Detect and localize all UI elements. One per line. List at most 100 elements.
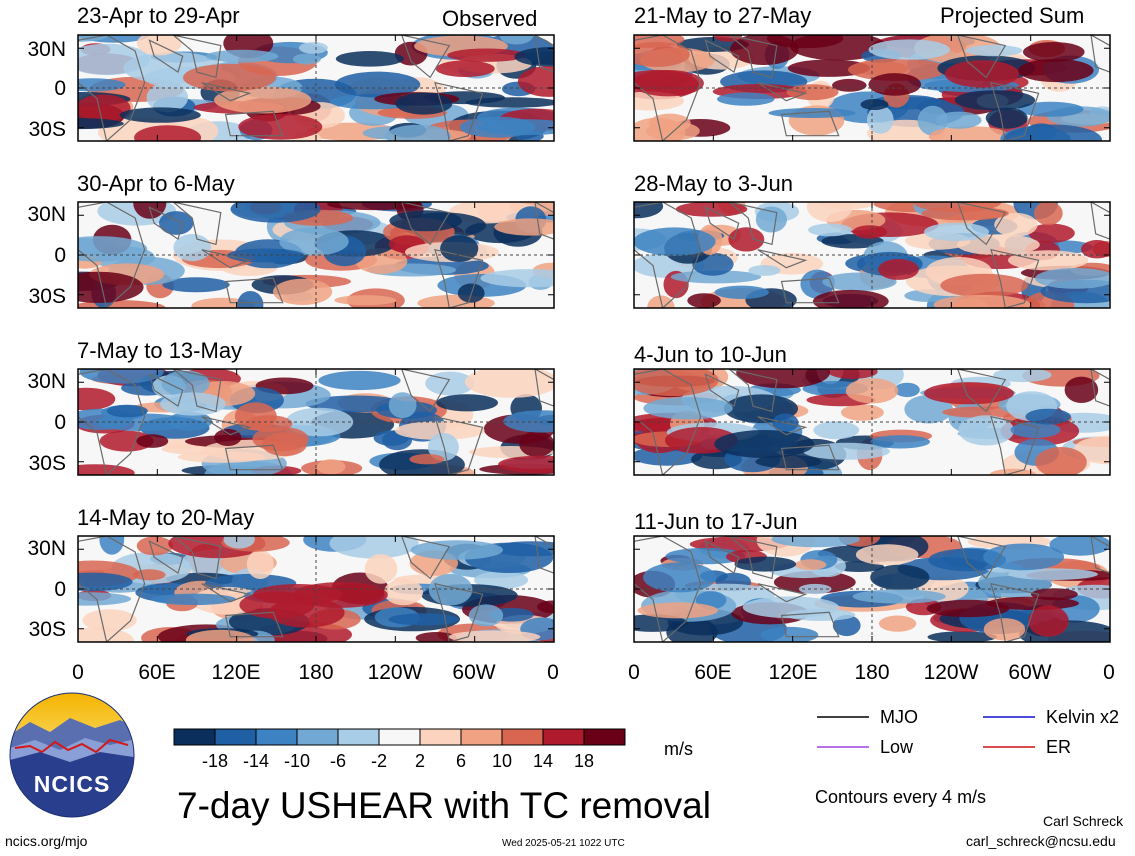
- shear-cell: [480, 269, 554, 288]
- shear-cell: [845, 378, 899, 404]
- shear-cell: [760, 626, 819, 642]
- shear-cell: [643, 562, 717, 593]
- shear-cell: [989, 468, 1037, 475]
- shear-cell: [812, 289, 889, 308]
- shear-cell: [459, 116, 536, 138]
- shear-cell: [794, 559, 827, 571]
- coastline: [172, 536, 222, 580]
- shear-cell: [334, 71, 421, 98]
- shear-cell: [834, 561, 884, 572]
- shear-cell: [519, 431, 554, 457]
- shear-cell: [852, 589, 946, 604]
- coastline: [757, 82, 808, 102]
- coastline: [1090, 35, 1110, 73]
- colorbar-label: -10: [283, 751, 310, 771]
- y-tick-label: 30N: [27, 537, 66, 560]
- colorbar-swatch: [419, 728, 462, 746]
- shear-cell: [428, 573, 473, 606]
- shear-cell: [1025, 408, 1071, 425]
- coastline: [434, 415, 484, 475]
- shear-cell: [785, 608, 856, 621]
- shear-cell: [119, 107, 201, 123]
- coastline: [990, 81, 1040, 141]
- shear-cell: [409, 454, 445, 465]
- footer-email[interactable]: carl_schreck@ncsu.edu: [966, 833, 1116, 849]
- shear-cell: [803, 442, 890, 460]
- map-panel: [77, 34, 555, 142]
- shear-cell: [924, 382, 1014, 405]
- ncics-logo: NCICS: [9, 692, 135, 818]
- shear-cell: [238, 113, 323, 140]
- shear-cell: [151, 593, 236, 605]
- panel-title: 30-Apr to 6-May: [77, 171, 235, 196]
- colorbar-swatch: [583, 728, 626, 746]
- shear-cell: [1007, 568, 1098, 580]
- x-tick-label: 120E: [211, 661, 261, 684]
- shear-cell: [924, 222, 989, 242]
- shear-cell: [78, 78, 126, 92]
- colorbar-label: 10: [491, 751, 513, 771]
- shear-cell: [852, 225, 887, 239]
- coastline: [757, 249, 808, 269]
- shear-cell: [99, 536, 125, 555]
- shear-cell: [292, 53, 321, 65]
- shear-cell: [273, 278, 333, 305]
- colorbar-label: -2: [370, 751, 387, 771]
- x-tick-label: 180: [854, 661, 890, 684]
- coastline: [780, 611, 840, 638]
- shear-cell: [645, 121, 700, 141]
- shear-cell: [316, 459, 346, 475]
- y-tick-label: 30S: [28, 118, 66, 141]
- panel-title: 28-May to 3-Jun: [634, 171, 793, 196]
- coastline: [434, 81, 484, 141]
- shear-cell: [755, 206, 788, 233]
- map-panel: [77, 535, 555, 643]
- shear-cell: [868, 39, 950, 60]
- coastline: [957, 35, 1007, 79]
- colorbar-swatch: [255, 728, 298, 746]
- shear-cell: [78, 94, 131, 122]
- shear-cell: [78, 271, 144, 303]
- shear-cell: [388, 613, 460, 626]
- footer-url[interactable]: ncics.org/mjo: [5, 833, 88, 849]
- y-tick-label: 30S: [28, 452, 66, 475]
- colorbar-label: 14: [532, 751, 554, 771]
- coastline: [728, 369, 778, 413]
- shear-cell: [503, 410, 554, 433]
- observed-header: Observed: [442, 6, 538, 31]
- shear-cell: [298, 42, 328, 54]
- shear-cell: [410, 540, 503, 560]
- shear-cell: [965, 44, 1023, 57]
- shear-cell: [279, 227, 349, 256]
- shear-cell: [714, 430, 815, 458]
- legend-mjo: MJO: [880, 707, 918, 727]
- shear-cell: [205, 49, 279, 63]
- coastline: [534, 35, 554, 73]
- shear-cell: [388, 392, 417, 419]
- shear-cell: [933, 294, 1031, 308]
- shear-cell: [927, 631, 997, 642]
- shear-cell: [665, 547, 746, 565]
- x-tick-label: 0: [547, 661, 559, 684]
- shear-cell: [436, 394, 498, 412]
- shear-cell: [1064, 376, 1099, 403]
- coastline: [957, 369, 1007, 413]
- shear-cell: [917, 105, 948, 136]
- map-panel: [633, 34, 1111, 142]
- y-tick-label: 30S: [28, 285, 66, 308]
- x-tick-label: 0: [1103, 661, 1115, 684]
- shear-cell: [494, 218, 554, 236]
- coastline: [434, 582, 484, 642]
- colorbar-label: 18: [573, 751, 595, 771]
- legend-low: Low: [880, 737, 914, 757]
- coastline: [434, 248, 484, 308]
- shear-cell: [230, 202, 321, 223]
- shear-cell: [800, 269, 835, 299]
- coastline: [704, 39, 740, 74]
- coastline: [148, 540, 184, 575]
- colorbar-label: 2: [414, 751, 425, 771]
- coastline: [704, 206, 740, 241]
- shear-cell: [928, 126, 1011, 141]
- shear-cell: [806, 202, 853, 223]
